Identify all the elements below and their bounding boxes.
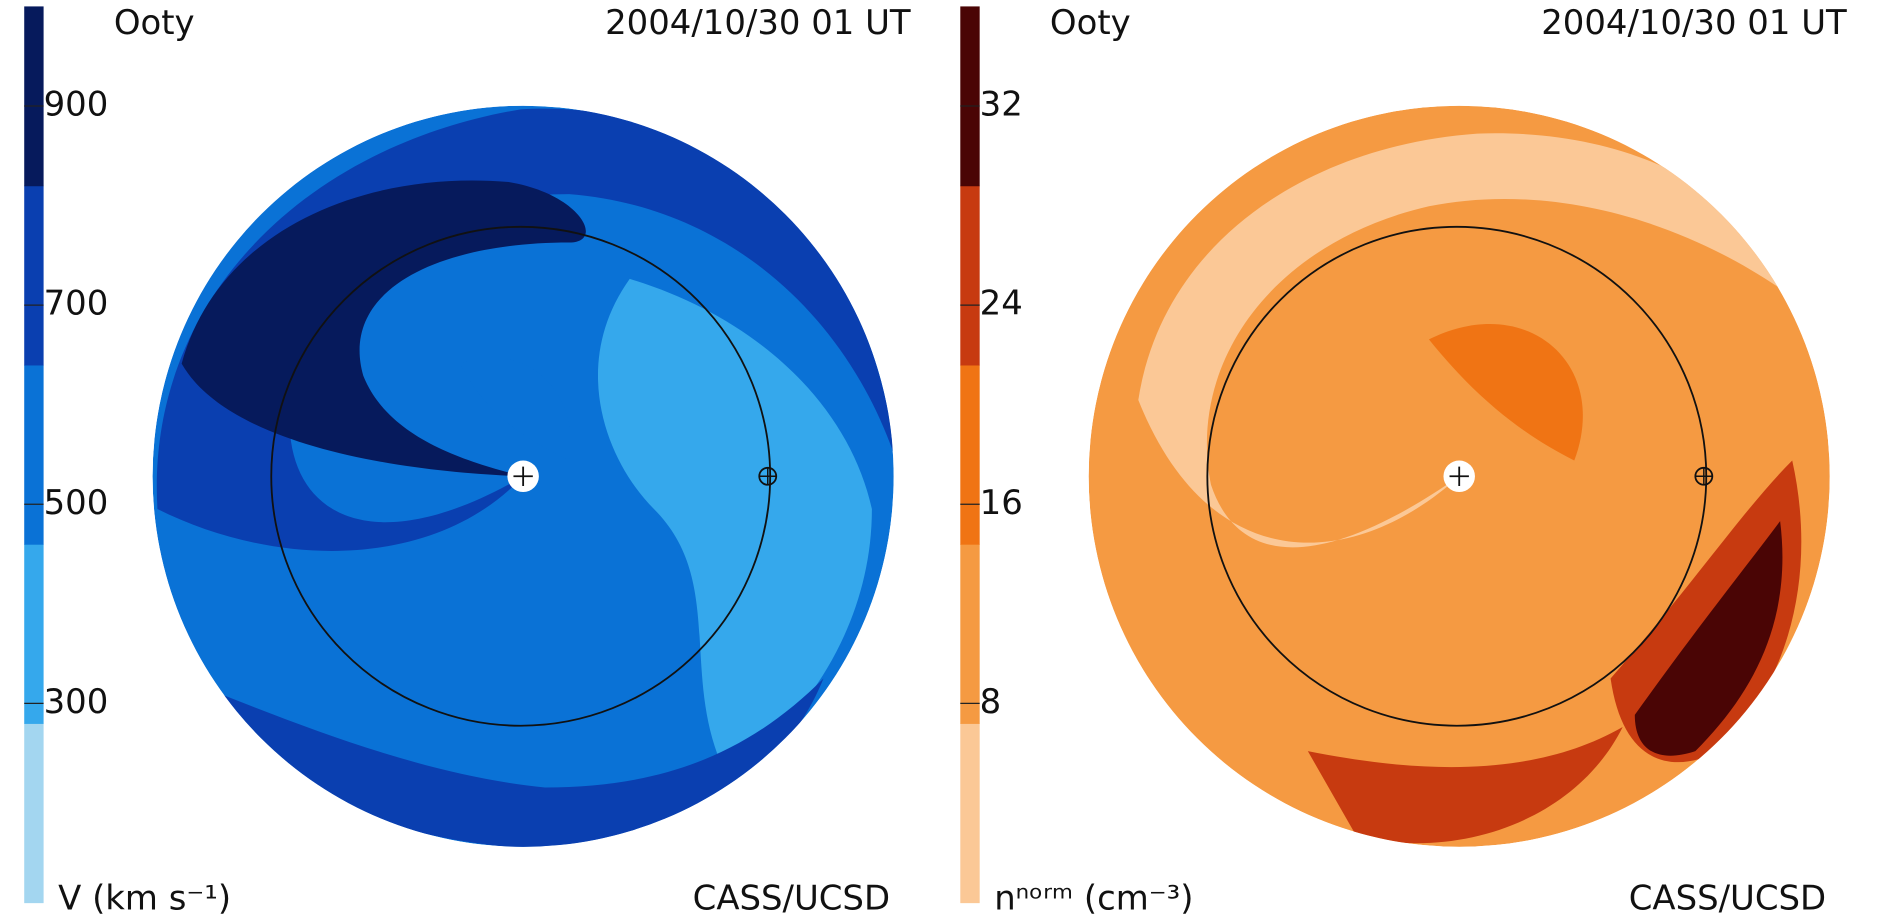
date-label: 2004/10/30 01 UT (605, 3, 911, 42)
credit-label: CASS/UCSD (693, 879, 890, 915)
colorbar-band (24, 544, 43, 724)
colorbar-band (24, 6, 43, 186)
colorbar-label: nⁿᵒʳᵐ (cm⁻³) (994, 879, 1193, 915)
figure: 300 500 700 900 Ooty 2004/10/30 01 UT V (km s⁻… (0, 0, 1877, 915)
colorbar-tick-label: 24 (980, 284, 1023, 323)
colorbar-tick-label: 500 (44, 483, 109, 522)
colorbar-tick-label: 16 (980, 483, 1023, 522)
credit-label: CASS/UCSD (1629, 879, 1826, 915)
colorbar-band (960, 365, 979, 545)
colorbar-band (24, 186, 43, 366)
colorbar-band (960, 723, 979, 903)
colorbar-tick-label: 300 (44, 682, 109, 721)
colorbar-band (960, 6, 979, 186)
colorbar-band (960, 186, 979, 366)
colorbar-band (960, 544, 979, 724)
colorbar-tick-label: 8 (980, 682, 1002, 721)
colorbar-label: V (km s⁻¹) (58, 879, 231, 915)
colorbar-tick-label: 700 (44, 284, 109, 323)
colorbar-tick-label: 900 (44, 84, 109, 123)
station-label: Ooty (1050, 3, 1131, 42)
colorbar-tick-label: 32 (980, 84, 1023, 123)
page: {"chart_data": [ {"type": "colormap", "s… (0, 0, 1877, 915)
colorbar-band (24, 723, 43, 903)
colorbar-band (24, 365, 43, 545)
date-label: 2004/10/30 01 UT (1541, 3, 1847, 42)
station-label: Ooty (114, 3, 195, 42)
